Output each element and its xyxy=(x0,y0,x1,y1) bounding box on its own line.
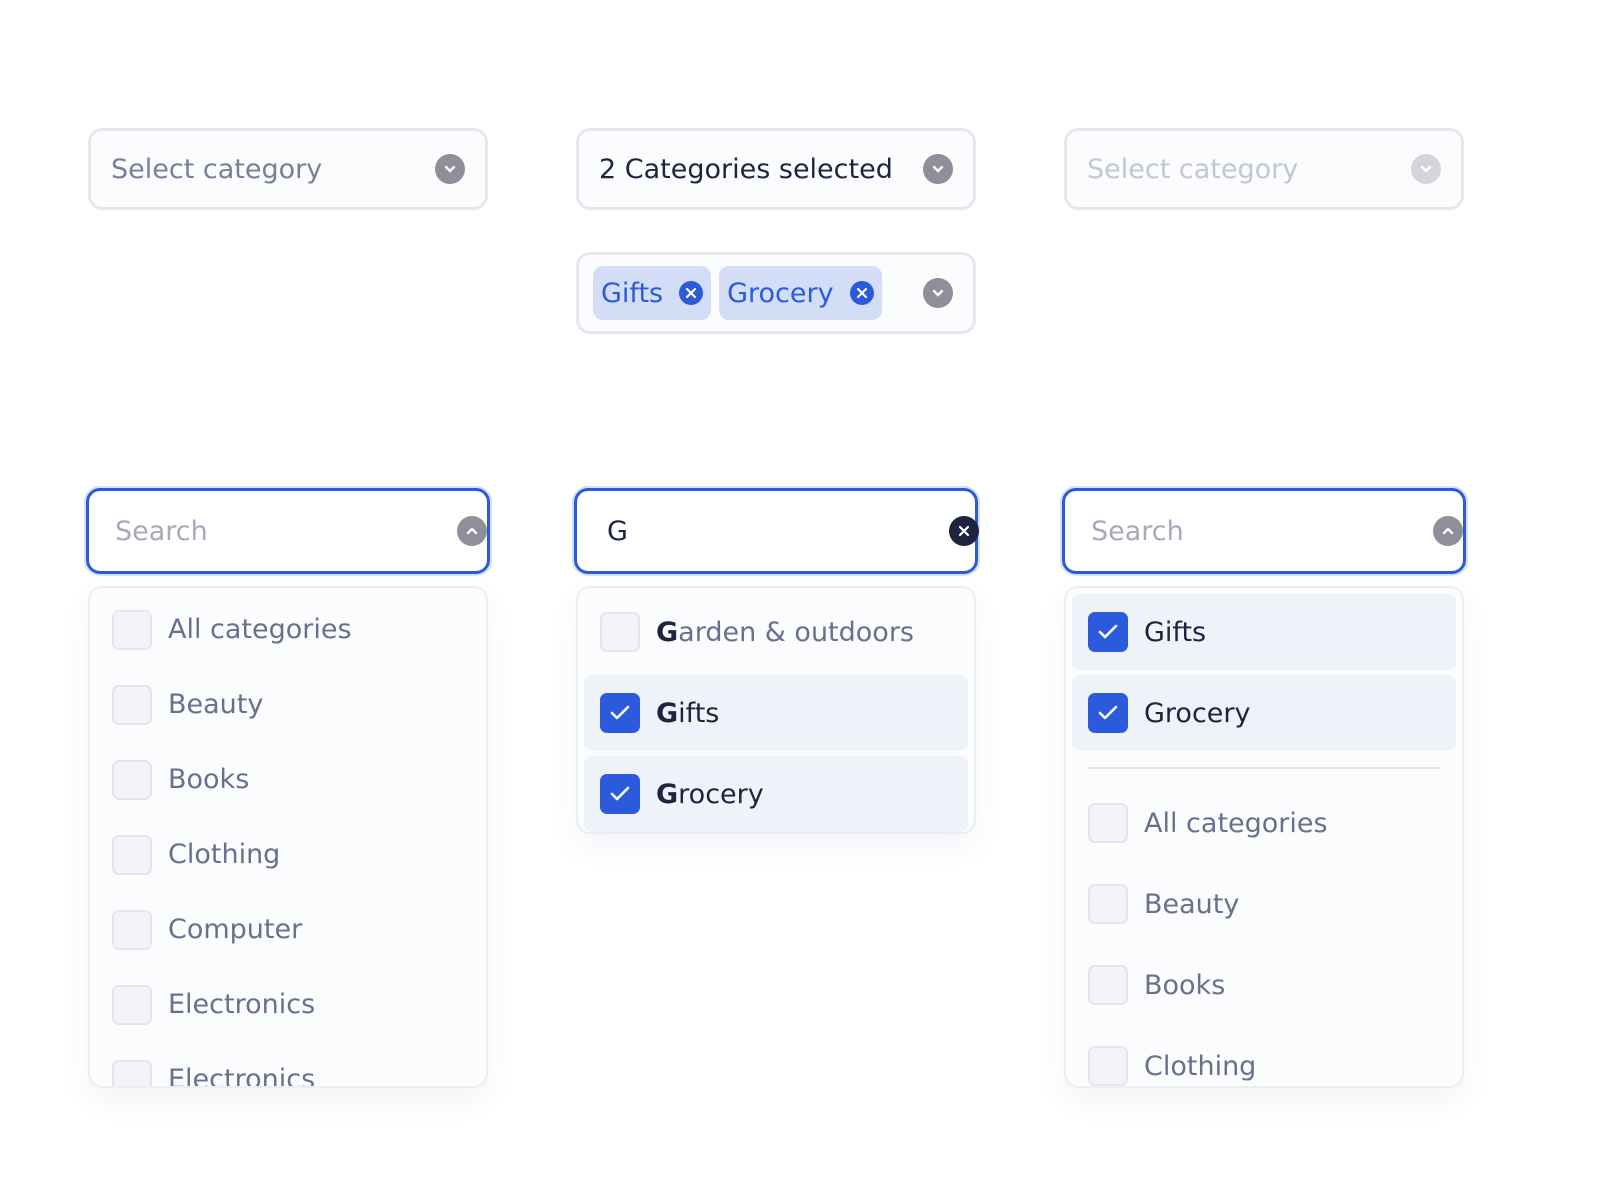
search-field[interactable] xyxy=(86,488,490,574)
search-input[interactable] xyxy=(601,515,949,547)
item-rest: ifts xyxy=(678,697,720,729)
item-label: Beauty xyxy=(1144,888,1240,920)
checkbox[interactable] xyxy=(112,909,152,950)
remove-tag-icon[interactable] xyxy=(849,281,874,305)
list-item[interactable]: Beauty xyxy=(1072,866,1456,942)
tag-label: Grocery xyxy=(727,277,834,309)
checkbox[interactable] xyxy=(1088,803,1128,843)
checkbox[interactable] xyxy=(600,693,640,733)
list-item[interactable]: Garden & outdoors xyxy=(584,594,968,670)
search-field[interactable] xyxy=(574,488,979,574)
select-placeholder: Select category xyxy=(111,153,323,185)
list-item[interactable]: Clothing xyxy=(96,817,480,892)
checkbox[interactable] xyxy=(600,774,640,814)
checkbox[interactable] xyxy=(112,834,152,875)
list-item[interactable]: Grocery xyxy=(1072,675,1456,751)
checkbox[interactable] xyxy=(112,1059,152,1086)
category-select-filled[interactable]: 2 Categories selected xyxy=(576,128,976,210)
list-item[interactable]: Electronics xyxy=(96,967,480,1042)
list-item[interactable]: All categories xyxy=(1072,785,1456,861)
item-label: Electronics xyxy=(168,1064,316,1088)
checkbox[interactable] xyxy=(112,609,152,650)
list-item[interactable]: Beauty xyxy=(96,667,480,742)
checkbox[interactable] xyxy=(112,984,152,1025)
list-item[interactable]: All categories xyxy=(96,592,480,667)
list-item[interactable]: Gifts xyxy=(584,675,968,751)
checkbox[interactable] xyxy=(112,759,152,800)
chevron-down-icon xyxy=(923,278,953,308)
tag-label: Gifts xyxy=(601,277,664,309)
checkbox[interactable] xyxy=(1088,884,1128,924)
list-item[interactable]: Electronics xyxy=(96,1042,480,1088)
chevron-down-icon xyxy=(1411,154,1441,184)
item-label: Gifts xyxy=(656,698,719,729)
item-label: Books xyxy=(1144,969,1226,1001)
category-select-default[interactable]: Select category xyxy=(88,128,488,210)
options-list[interactable]: Garden & outdoors Gifts Grocery xyxy=(576,586,976,834)
divider xyxy=(1088,767,1440,769)
item-label: All categories xyxy=(1144,807,1328,839)
tag-gifts: Gifts xyxy=(593,266,712,320)
category-select-disabled: Select category xyxy=(1064,128,1464,210)
item-rest: arden & outdoors xyxy=(678,616,914,648)
item-label: Garden & outdoors xyxy=(656,617,914,648)
checkbox[interactable] xyxy=(112,684,152,725)
options-list[interactable]: Gifts Grocery All categories Beauty Books Clo… xyxy=(1064,586,1464,1088)
list-item[interactable]: Books xyxy=(96,742,480,817)
list-item[interactable]: Grocery xyxy=(584,756,968,832)
item-label: Grocery xyxy=(656,779,764,810)
item-label: Beauty xyxy=(168,689,264,720)
select-value: 2 Categories selected xyxy=(599,153,893,185)
list-item[interactable]: Computer xyxy=(96,892,480,967)
match-highlight: G xyxy=(656,697,679,729)
item-label: Grocery xyxy=(1144,697,1251,729)
options-list[interactable]: All categories Beauty Books Clothing Compute… xyxy=(88,586,488,1088)
clear-search-icon[interactable] xyxy=(949,516,979,546)
search-field[interactable] xyxy=(1062,488,1466,574)
item-label: Clothing xyxy=(168,839,281,870)
checkbox[interactable] xyxy=(600,612,640,652)
tag-grocery: Grocery xyxy=(719,266,882,320)
checkbox[interactable] xyxy=(1088,612,1128,652)
list-item[interactable]: Gifts xyxy=(1072,594,1456,670)
search-input[interactable] xyxy=(115,515,457,547)
match-highlight: G xyxy=(656,778,679,810)
select-placeholder: Select category xyxy=(1087,153,1299,185)
checkbox[interactable] xyxy=(1088,965,1128,1005)
item-label: Gifts xyxy=(1144,616,1207,648)
chevron-down-icon xyxy=(923,154,953,184)
list-item[interactable]: Clothing xyxy=(1072,1028,1456,1086)
search-input[interactable] xyxy=(1091,515,1433,547)
chevron-up-icon[interactable] xyxy=(1433,516,1463,546)
list-item[interactable]: Books xyxy=(1072,947,1456,1023)
item-rest: rocery xyxy=(678,778,764,810)
item-label: Clothing xyxy=(1144,1050,1257,1082)
category-select-tags[interactable]: Gifts Grocery xyxy=(576,252,976,334)
match-highlight: G xyxy=(656,616,679,648)
item-label: All categories xyxy=(168,614,352,645)
item-label: Computer xyxy=(168,914,303,945)
chevron-up-icon[interactable] xyxy=(457,516,487,546)
remove-tag-icon[interactable] xyxy=(679,281,704,305)
checkbox[interactable] xyxy=(1088,693,1128,733)
item-label: Books xyxy=(168,764,250,795)
checkbox[interactable] xyxy=(1088,1046,1128,1086)
item-label: Electronics xyxy=(168,989,316,1020)
chevron-down-icon xyxy=(435,154,465,184)
